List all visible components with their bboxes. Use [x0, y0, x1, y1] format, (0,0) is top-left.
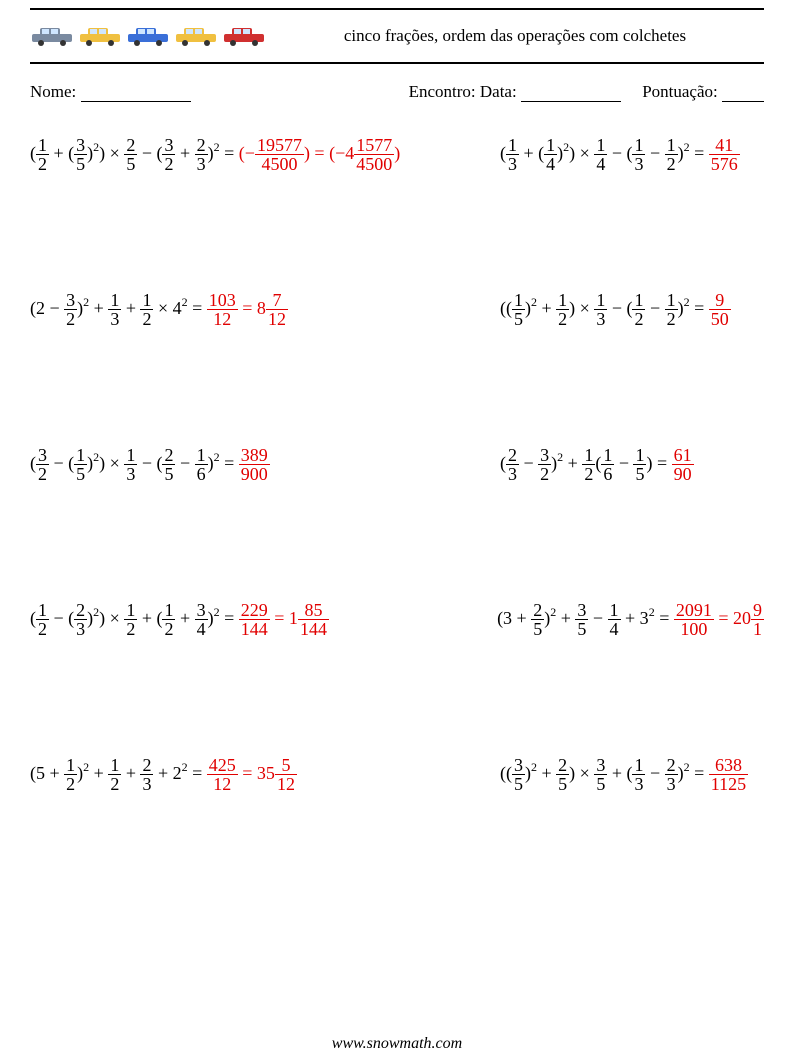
- problem-right: ((15)2 + 12) × 13 − (12 − 12)2 = 950: [500, 291, 764, 328]
- problem-row: (5 + 12)2 + 12 + 23 + 22 = 42512 = 35512…: [30, 756, 764, 793]
- problem-row: (12 + (35)2) × 25 − (32 + 23)2 = (−19577…: [30, 136, 764, 173]
- problem-left: (32 − (15)2) × 13 − (25 − 16)2 = 389900: [30, 446, 500, 483]
- car-icon: [126, 26, 170, 46]
- problem-row: (2 − 32)2 + 13 + 12 × 42 = 10312 = 8712(…: [30, 291, 764, 328]
- meta-row: Nome: Encontro: Data: Pontuação:: [30, 82, 764, 102]
- problem-right: (23 − 32)2 + 12(16 − 15) = 6190: [500, 446, 764, 483]
- worksheet-title: cinco frações, ordem das operações com c…: [266, 26, 764, 46]
- problem-right: (13 + (14)2) × 14 − (13 − 12)2 = 41576: [500, 136, 764, 173]
- problem-left: (2 − 32)2 + 13 + 12 × 42 = 10312 = 8712: [30, 291, 500, 328]
- score-blank: [722, 87, 764, 102]
- problem-left: (5 + 12)2 + 12 + 23 + 22 = 42512 = 35512: [30, 756, 500, 793]
- car-icon: [174, 26, 218, 46]
- problem-left: (12 − (23)2) × 12 + (12 + 34)2 = 229144 …: [30, 601, 497, 638]
- score-label: Pontuação:: [642, 82, 718, 101]
- car-icon: [78, 26, 122, 46]
- worksheet-page: cinco frações, ordem das operações com c…: [0, 8, 794, 1061]
- name-blank: [81, 87, 191, 102]
- problem-right: ((35)2 + 25) × 35 + (13 − 23)2 = 6381125: [500, 756, 764, 793]
- header-bar: cinco frações, ordem das operações com c…: [30, 8, 764, 64]
- problems-grid: (12 + (35)2) × 25 − (32 + 23)2 = (−19577…: [30, 136, 764, 793]
- footer-url: www.snowmath.com: [0, 1035, 794, 1053]
- problem-right: (3 + 25)2 + 35 − 14 + 32 = 2091100 = 209…: [497, 601, 764, 638]
- problem-left: (12 + (35)2) × 25 − (32 + 23)2 = (−19577…: [30, 136, 500, 173]
- car-icon: [30, 26, 74, 46]
- name-label: Nome:: [30, 82, 76, 101]
- problem-row: (32 − (15)2) × 13 − (25 − 16)2 = 389900(…: [30, 446, 764, 483]
- car-icons: [30, 26, 266, 46]
- car-icon: [222, 26, 266, 46]
- date-label: Encontro: Data:: [409, 82, 517, 101]
- date-blank: [521, 87, 621, 102]
- problem-row: (12 − (23)2) × 12 + (12 + 34)2 = 229144 …: [30, 601, 764, 638]
